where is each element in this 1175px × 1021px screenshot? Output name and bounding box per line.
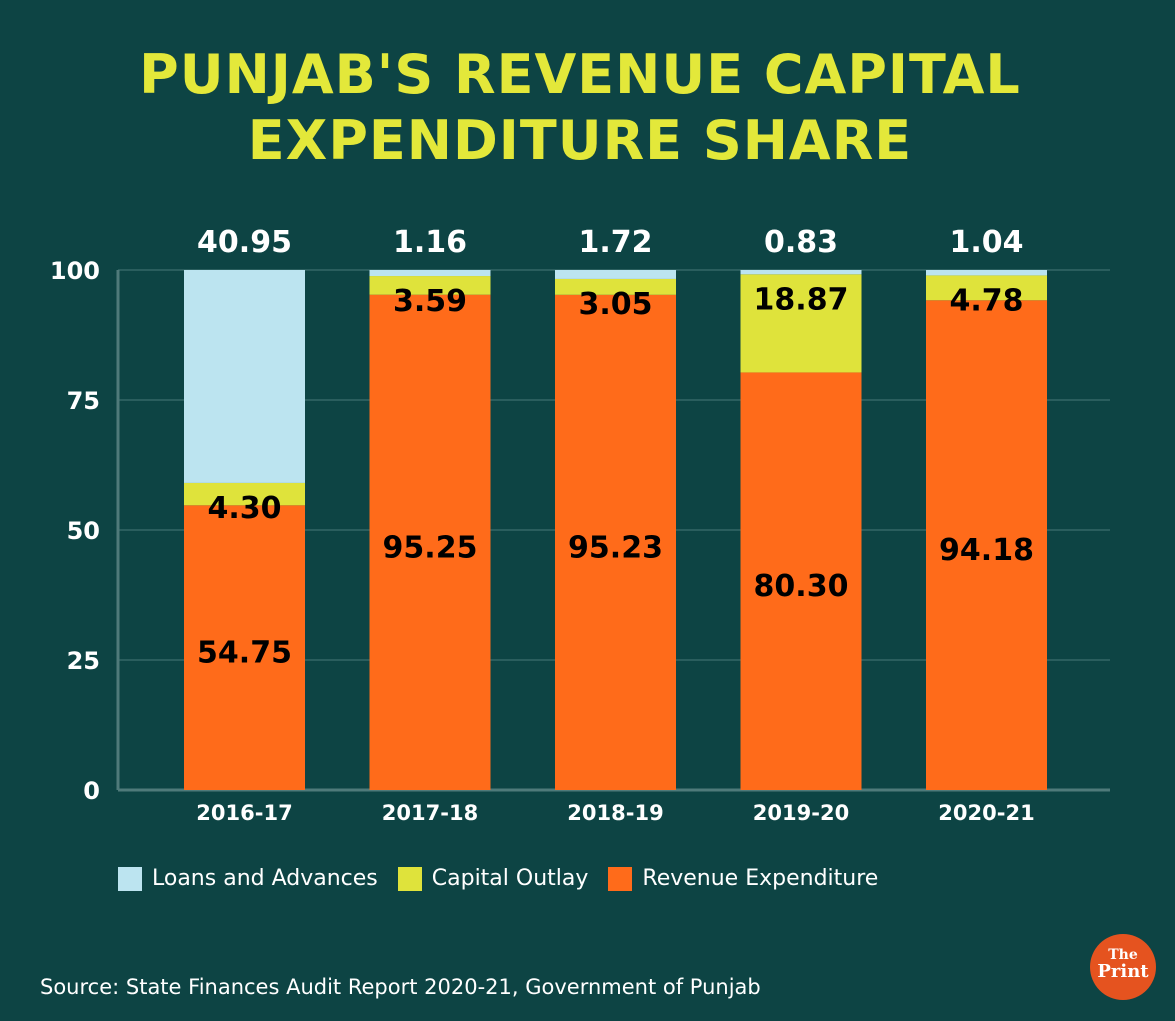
bar-segment-revenue-expenditure [740,372,862,790]
data-label-revenue: 95.25 [383,530,478,565]
x-tick-label: 2020-21 [938,801,1034,825]
logo-line2: Print [1097,961,1149,982]
x-tick-label: 2019-20 [753,801,849,825]
legend-label: Capital Outlay [431,866,589,891]
legend-item-loans: Loans and Advances [118,866,378,891]
data-label-loans: 0.83 [764,225,838,260]
y-tick-label: 100 [50,257,100,285]
bar-segment-revenue-expenditure [555,294,676,790]
bar-segment-capital-outlay [369,276,491,295]
data-label-loans: 1.16 [393,225,467,260]
legend-item-revenue: Revenue Expenditure [608,866,878,891]
theprint-logo: The Print [1090,934,1156,1000]
data-label-revenue: 80.30 [754,569,849,604]
bar-segment-loans-and-advances [926,270,1047,276]
legend: Loans and Advances Capital Outlay Revenu… [118,866,878,891]
data-label-revenue: 95.23 [568,530,663,565]
data-label-revenue: 54.75 [197,636,292,671]
y-tick-label: 75 [67,387,100,415]
bar-segment-loans-and-advances [184,270,305,483]
legend-label: Loans and Advances [152,866,378,891]
source-note: Source: State Finances Audit Report 2020… [40,975,761,999]
bar-segment-capital-outlay [740,274,862,373]
y-tick-label: 50 [67,517,100,545]
data-label-revenue: 94.18 [939,533,1034,568]
legend-swatch [397,866,422,891]
data-label-capital: 3.05 [578,287,652,322]
data-label-capital: 4.30 [207,491,281,526]
data-label-loans: 40.95 [197,225,292,260]
bar-segment-capital-outlay [926,275,1047,301]
bar-segment-revenue-expenditure [926,300,1047,790]
data-label-capital: 18.87 [754,282,849,317]
data-label-capital: 3.59 [393,284,467,319]
data-label-loans: 1.04 [949,225,1023,260]
bar-segment-revenue-expenditure [184,505,305,790]
bar-segment-loans-and-advances [369,270,491,277]
bar-segment-loans-and-advances [740,270,862,275]
legend-swatch [608,866,633,891]
y-tick-label: 25 [67,647,100,675]
bar-segment-loans-and-advances [555,270,676,279]
data-label-loans: 1.72 [578,225,652,260]
bar-segment-capital-outlay [184,482,305,506]
x-tick-label: 2016-17 [196,801,292,825]
x-tick-label: 2018-19 [567,801,663,825]
bar-segment-capital-outlay [555,278,676,295]
data-label-capital: 4.78 [949,283,1023,318]
logo-line1: The [1108,947,1138,963]
y-tick-label: 0 [83,777,100,805]
x-tick-label: 2017-18 [382,801,478,825]
bar-segment-revenue-expenditure [369,294,491,790]
legend-item-capital: Capital Outlay [397,866,589,891]
chart-title: PUNJAB'S REVENUE CAPITAL EXPENDITURE SHA… [139,43,1021,172]
legend-label: Revenue Expenditure [642,866,879,891]
legend-swatch [118,866,142,891]
